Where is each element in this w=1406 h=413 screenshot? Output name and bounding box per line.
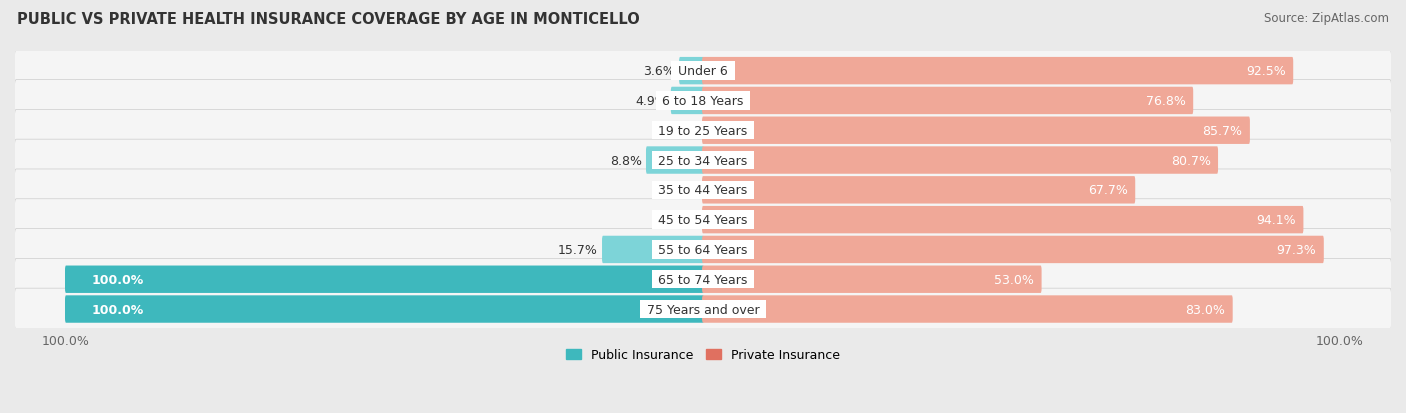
FancyBboxPatch shape	[702, 117, 1250, 145]
Text: 3.6%: 3.6%	[643, 65, 675, 78]
FancyBboxPatch shape	[702, 58, 1294, 85]
FancyBboxPatch shape	[14, 140, 1392, 181]
FancyBboxPatch shape	[14, 51, 1392, 92]
FancyBboxPatch shape	[14, 110, 1392, 152]
FancyBboxPatch shape	[14, 229, 1392, 271]
Text: 0.0%: 0.0%	[666, 124, 697, 138]
Text: 80.7%: 80.7%	[1171, 154, 1211, 167]
FancyBboxPatch shape	[702, 177, 1135, 204]
FancyBboxPatch shape	[702, 206, 1303, 234]
Text: 67.7%: 67.7%	[1088, 184, 1128, 197]
FancyBboxPatch shape	[702, 147, 1218, 174]
Text: 76.8%: 76.8%	[1146, 95, 1185, 108]
Text: 25 to 34 Years: 25 to 34 Years	[654, 154, 752, 167]
Text: 0.0%: 0.0%	[666, 214, 697, 227]
Text: 75 Years and over: 75 Years and over	[643, 303, 763, 316]
FancyBboxPatch shape	[679, 58, 704, 85]
Text: 53.0%: 53.0%	[994, 273, 1035, 286]
Text: 0.0%: 0.0%	[666, 184, 697, 197]
FancyBboxPatch shape	[702, 88, 1194, 115]
Text: 100.0%: 100.0%	[91, 303, 143, 316]
Text: 45 to 54 Years: 45 to 54 Years	[654, 214, 752, 227]
Text: 55 to 64 Years: 55 to 64 Years	[654, 243, 752, 256]
FancyBboxPatch shape	[14, 81, 1392, 122]
Text: Source: ZipAtlas.com: Source: ZipAtlas.com	[1264, 12, 1389, 25]
FancyBboxPatch shape	[65, 296, 704, 323]
FancyBboxPatch shape	[14, 288, 1392, 330]
Text: 83.0%: 83.0%	[1185, 303, 1226, 316]
FancyBboxPatch shape	[14, 259, 1392, 300]
FancyBboxPatch shape	[645, 147, 704, 174]
FancyBboxPatch shape	[702, 266, 1042, 293]
Text: 8.8%: 8.8%	[610, 154, 643, 167]
Text: 19 to 25 Years: 19 to 25 Years	[654, 124, 752, 138]
FancyBboxPatch shape	[14, 170, 1392, 211]
Text: 92.5%: 92.5%	[1246, 65, 1286, 78]
Legend: Public Insurance, Private Insurance: Public Insurance, Private Insurance	[561, 344, 845, 367]
Text: 94.1%: 94.1%	[1257, 214, 1296, 227]
Text: Under 6: Under 6	[673, 65, 733, 78]
Text: 6 to 18 Years: 6 to 18 Years	[658, 95, 748, 108]
FancyBboxPatch shape	[602, 236, 704, 263]
FancyBboxPatch shape	[702, 236, 1324, 263]
Text: 100.0%: 100.0%	[91, 273, 143, 286]
Text: 35 to 44 Years: 35 to 44 Years	[654, 184, 752, 197]
Text: PUBLIC VS PRIVATE HEALTH INSURANCE COVERAGE BY AGE IN MONTICELLO: PUBLIC VS PRIVATE HEALTH INSURANCE COVER…	[17, 12, 640, 27]
Text: 97.3%: 97.3%	[1277, 243, 1316, 256]
FancyBboxPatch shape	[14, 199, 1392, 241]
Text: 85.7%: 85.7%	[1202, 124, 1243, 138]
Text: 65 to 74 Years: 65 to 74 Years	[654, 273, 752, 286]
FancyBboxPatch shape	[671, 88, 704, 115]
Text: 4.9%: 4.9%	[636, 95, 666, 108]
FancyBboxPatch shape	[702, 296, 1233, 323]
Text: 15.7%: 15.7%	[558, 243, 598, 256]
FancyBboxPatch shape	[65, 266, 704, 293]
